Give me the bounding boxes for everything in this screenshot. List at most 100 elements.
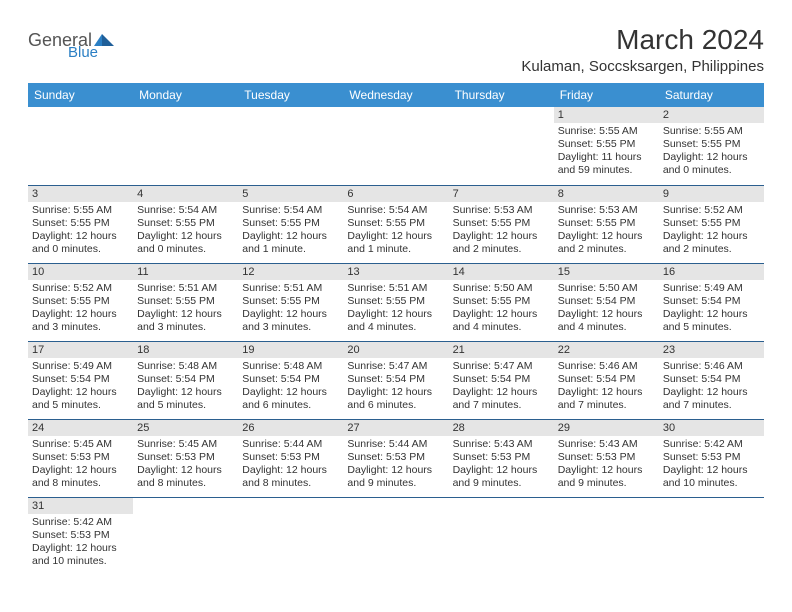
sunrise-line: Sunrise: 5:55 AM <box>32 204 129 217</box>
calendar-cell: 13Sunrise: 5:51 AMSunset: 5:55 PMDayligh… <box>343 263 448 341</box>
day-number: 1 <box>554 107 659 123</box>
sunset-line: Sunset: 5:55 PM <box>347 217 444 230</box>
daylight-line: Daylight: 12 hours and 2 minutes. <box>663 230 760 256</box>
calendar-cell: 31 Sunrise: 5:42 AMSunset: 5:53 PMDayligh… <box>28 497 133 575</box>
sunrise-line: Sunrise: 5:49 AM <box>663 282 760 295</box>
sunrise-line: Sunrise: 5:55 AM <box>558 125 655 138</box>
sunset-line: Sunset: 5:53 PM <box>242 451 339 464</box>
day-details: Sunrise: 5:49 AMSunset: 5:54 PMDaylight:… <box>659 282 764 338</box>
weekday-header: Sunday <box>28 83 133 107</box>
daylight-line: Daylight: 12 hours and 4 minutes. <box>558 308 655 334</box>
calendar-cell: 9 Sunrise: 5:52 AMSunset: 5:55 PMDaylight… <box>659 185 764 263</box>
sunset-line: Sunset: 5:54 PM <box>347 373 444 386</box>
sunrise-line: Sunrise: 5:54 AM <box>137 204 234 217</box>
sunrise-line: Sunrise: 5:51 AM <box>347 282 444 295</box>
sunset-line: Sunset: 5:53 PM <box>347 451 444 464</box>
day-details: Sunrise: 5:54 AMSunset: 5:55 PMDaylight:… <box>238 204 343 260</box>
day-details: Sunrise: 5:55 AMSunset: 5:55 PMDaylight:… <box>554 125 659 181</box>
day-number: 31 <box>28 498 133 514</box>
sunset-line: Sunset: 5:55 PM <box>558 138 655 151</box>
day-number: 20 <box>343 342 448 358</box>
day-number: 3 <box>28 186 133 202</box>
calendar-cell: 24Sunrise: 5:45 AMSunset: 5:53 PMDayligh… <box>28 419 133 497</box>
day-details: Sunrise: 5:52 AMSunset: 5:55 PMDaylight:… <box>659 204 764 260</box>
location-text: Kulaman, Soccsksargen, Philippines <box>521 58 764 75</box>
daylight-line: Daylight: 12 hours and 6 minutes. <box>347 386 444 412</box>
day-details: Sunrise: 5:43 AMSunset: 5:53 PMDaylight:… <box>449 438 554 494</box>
day-number: 18 <box>133 342 238 358</box>
day-details: Sunrise: 5:50 AMSunset: 5:54 PMDaylight:… <box>554 282 659 338</box>
daylight-line: Daylight: 12 hours and 0 minutes. <box>137 230 234 256</box>
weekday-header: Saturday <box>659 83 764 107</box>
sunset-line: Sunset: 5:53 PM <box>663 451 760 464</box>
calendar-cell: 10Sunrise: 5:52 AMSunset: 5:55 PMDayligh… <box>28 263 133 341</box>
calendar-cell <box>238 107 343 185</box>
calendar-cell: 26Sunrise: 5:44 AMSunset: 5:53 PMDayligh… <box>238 419 343 497</box>
sunrise-line: Sunrise: 5:54 AM <box>242 204 339 217</box>
calendar-row: 24Sunrise: 5:45 AMSunset: 5:53 PMDayligh… <box>28 419 764 497</box>
sunset-line: Sunset: 5:54 PM <box>242 373 339 386</box>
day-number: 14 <box>449 264 554 280</box>
sunrise-line: Sunrise: 5:44 AM <box>347 438 444 451</box>
sunset-line: Sunset: 5:55 PM <box>453 295 550 308</box>
day-details: Sunrise: 5:48 AMSunset: 5:54 PMDaylight:… <box>133 360 238 416</box>
day-number: 11 <box>133 264 238 280</box>
sunrise-line: Sunrise: 5:48 AM <box>242 360 339 373</box>
day-number: 24 <box>28 420 133 436</box>
weekday-header: Monday <box>133 83 238 107</box>
calendar-cell: 20Sunrise: 5:47 AMSunset: 5:54 PMDayligh… <box>343 341 448 419</box>
day-number: 9 <box>659 186 764 202</box>
sunrise-line: Sunrise: 5:48 AM <box>137 360 234 373</box>
day-number: 15 <box>554 264 659 280</box>
day-number: 25 <box>133 420 238 436</box>
day-details: Sunrise: 5:45 AMSunset: 5:53 PMDaylight:… <box>133 438 238 494</box>
sunset-line: Sunset: 5:54 PM <box>663 373 760 386</box>
daylight-line: Daylight: 12 hours and 7 minutes. <box>558 386 655 412</box>
sunset-line: Sunset: 5:55 PM <box>558 217 655 230</box>
sunset-line: Sunset: 5:54 PM <box>32 373 129 386</box>
sunset-line: Sunset: 5:53 PM <box>32 529 129 542</box>
daylight-line: Daylight: 12 hours and 9 minutes. <box>347 464 444 490</box>
daylight-line: Daylight: 12 hours and 7 minutes. <box>453 386 550 412</box>
calendar-row: 3Sunrise: 5:55 AMSunset: 5:55 PMDaylight… <box>28 185 764 263</box>
day-details: Sunrise: 5:50 AMSunset: 5:55 PMDaylight:… <box>449 282 554 338</box>
day-number: 21 <box>449 342 554 358</box>
sunrise-line: Sunrise: 5:53 AM <box>453 204 550 217</box>
calendar-cell: 22Sunrise: 5:46 AMSunset: 5:54 PMDayligh… <box>554 341 659 419</box>
day-number: 4 <box>133 186 238 202</box>
calendar-cell <box>133 497 238 575</box>
sunset-line: Sunset: 5:54 PM <box>558 373 655 386</box>
sunrise-line: Sunrise: 5:54 AM <box>347 204 444 217</box>
daylight-line: Daylight: 12 hours and 5 minutes. <box>137 386 234 412</box>
daylight-line: Daylight: 12 hours and 0 minutes. <box>663 151 760 177</box>
day-details: Sunrise: 5:51 AMSunset: 5:55 PMDaylight:… <box>133 282 238 338</box>
sunrise-line: Sunrise: 5:46 AM <box>663 360 760 373</box>
calendar-cell: 8Sunrise: 5:53 AMSunset: 5:55 PMDaylight… <box>554 185 659 263</box>
page-title: March 2024 <box>521 24 764 56</box>
day-number: 27 <box>343 420 448 436</box>
day-number: 23 <box>659 342 764 358</box>
sunset-line: Sunset: 5:55 PM <box>453 217 550 230</box>
calendar-cell <box>554 497 659 575</box>
weekday-header: Wednesday <box>343 83 448 107</box>
weekday-header: Thursday <box>449 83 554 107</box>
sunset-line: Sunset: 5:55 PM <box>242 295 339 308</box>
day-details: Sunrise: 5:42 AMSunset: 5:53 PMDaylight:… <box>28 516 133 572</box>
day-number: 28 <box>449 420 554 436</box>
day-details: Sunrise: 5:43 AMSunset: 5:53 PMDaylight:… <box>554 438 659 494</box>
sunrise-line: Sunrise: 5:50 AM <box>558 282 655 295</box>
day-number: 2 <box>659 107 764 123</box>
daylight-line: Daylight: 12 hours and 8 minutes. <box>32 464 129 490</box>
calendar-cell: 4Sunrise: 5:54 AMSunset: 5:55 PMDaylight… <box>133 185 238 263</box>
daylight-line: Daylight: 12 hours and 10 minutes. <box>663 464 760 490</box>
daylight-line: Daylight: 12 hours and 1 minute. <box>347 230 444 256</box>
calendar-cell <box>343 107 448 185</box>
sunset-line: Sunset: 5:55 PM <box>242 217 339 230</box>
sunset-line: Sunset: 5:53 PM <box>453 451 550 464</box>
day-number: 16 <box>659 264 764 280</box>
calendar-cell: 18 Sunrise: 5:48 AMSunset: 5:54 PMDayligh… <box>133 341 238 419</box>
calendar-cell: 14 Sunrise: 5:50 AMSunset: 5:55 PMDayligh… <box>449 263 554 341</box>
sunrise-line: Sunrise: 5:46 AM <box>558 360 655 373</box>
daylight-line: Daylight: 12 hours and 3 minutes. <box>137 308 234 334</box>
title-block: March 2024 Kulaman, Soccsksargen, Philip… <box>521 24 764 75</box>
